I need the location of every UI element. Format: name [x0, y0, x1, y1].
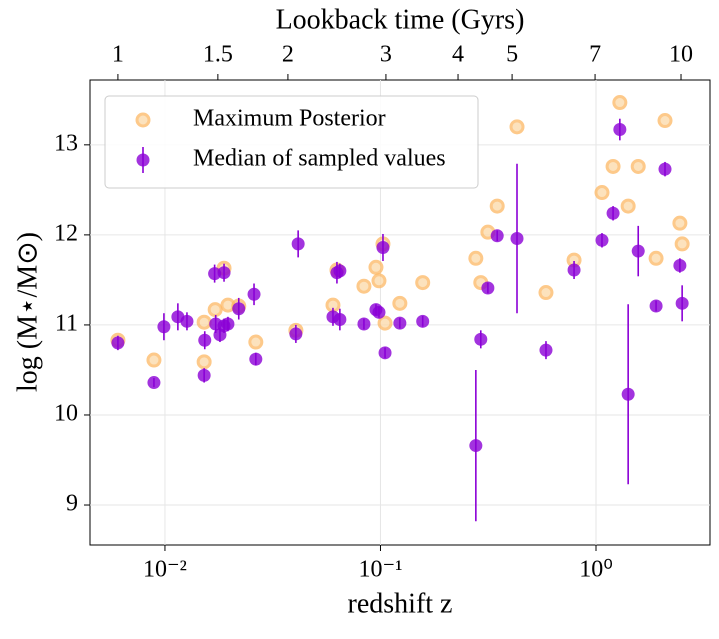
point [207, 302, 223, 318]
x2-tick-label: 3 [380, 42, 392, 68]
point [232, 302, 246, 316]
x2-tick-label: 1 [112, 42, 124, 68]
point [606, 206, 620, 220]
x2-tick-label: 2 [282, 42, 294, 68]
point [674, 236, 690, 252]
point [157, 320, 171, 334]
x2-tick-label: 4 [452, 42, 464, 68]
point [658, 162, 672, 176]
y-tick-label: 12 [54, 220, 78, 246]
y-tick-label: 10 [54, 400, 78, 426]
point [333, 313, 347, 327]
plot-frame [89, 79, 711, 546]
x2-tick-label: 5 [506, 42, 518, 68]
point [489, 198, 505, 214]
point [631, 244, 645, 258]
point [673, 258, 687, 272]
point [474, 332, 488, 346]
point [247, 287, 261, 301]
point [675, 296, 689, 310]
point [180, 314, 194, 328]
point [567, 263, 581, 277]
point [605, 158, 621, 174]
point [509, 119, 525, 135]
point [357, 317, 371, 331]
point [469, 439, 483, 453]
point [333, 264, 347, 278]
point [221, 317, 235, 331]
point [371, 273, 387, 289]
x2-tick-label: 10 [669, 42, 693, 68]
point [594, 185, 610, 201]
point [249, 352, 263, 366]
point [612, 95, 628, 111]
point [377, 315, 393, 331]
x-tick-label: 10⁻² [143, 557, 187, 583]
point [198, 333, 212, 347]
point [356, 278, 372, 294]
point [217, 266, 231, 280]
legend-marker [136, 153, 150, 167]
x2-tick-label: 1.5 [203, 42, 233, 68]
point [490, 229, 504, 243]
point [648, 250, 664, 266]
point [539, 343, 553, 357]
point [196, 354, 212, 370]
point [372, 305, 386, 319]
x2-tick-label: 7 [589, 42, 601, 68]
point [197, 368, 211, 382]
y-tick-label: 13 [54, 130, 78, 156]
x2-axis-label: Lookback time (Gyrs) [276, 4, 525, 35]
y-tick-label: 9 [66, 491, 78, 517]
point [595, 233, 609, 247]
point [468, 250, 484, 266]
x-tick-label: 10⁰ [579, 557, 613, 583]
point [147, 376, 161, 390]
point [368, 259, 384, 275]
point [649, 299, 663, 313]
point [392, 295, 408, 311]
legend-box [104, 95, 479, 189]
x-tick-label: 10⁻¹ [359, 557, 403, 583]
point [538, 285, 554, 301]
y-tick-label: 11 [55, 310, 78, 336]
point [146, 352, 162, 368]
point [621, 387, 635, 401]
point [376, 240, 390, 254]
point [289, 327, 303, 341]
point [620, 198, 636, 214]
legend-marker [135, 112, 151, 128]
legend-label: Maximum Posterior [193, 106, 386, 132]
point [208, 267, 222, 281]
point [248, 334, 264, 350]
point [481, 281, 495, 295]
point [378, 346, 392, 360]
point [111, 336, 125, 350]
point [613, 123, 627, 137]
legend-label: Median of sampled values [193, 146, 446, 172]
y-axis-label: log (M⋆/M⊙) [12, 232, 43, 392]
point [196, 314, 212, 330]
point [416, 314, 430, 328]
point [415, 275, 431, 291]
point [393, 316, 407, 330]
point [657, 113, 673, 129]
point [630, 158, 646, 174]
x-axis-label: redshift z [348, 588, 453, 619]
point [291, 237, 305, 251]
point [672, 215, 688, 231]
point [510, 231, 524, 245]
